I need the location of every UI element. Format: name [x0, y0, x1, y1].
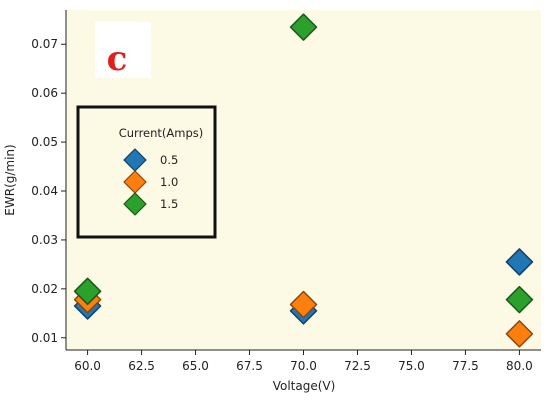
data-point-1.0: [505, 320, 534, 348]
x-tick-label: 65.0: [182, 359, 209, 373]
x-axis-title: Voltage(V): [273, 379, 336, 393]
x-axis-ticks: 60.0 62.5 65.0 67.5 70.0 72.5 75.0 77.5 80.0: [74, 350, 533, 373]
x-tick-label: 60.0: [74, 359, 101, 373]
x-tick-label: 62.5: [128, 359, 155, 373]
y-tick-label: 0.03: [31, 233, 58, 247]
y-axis-ticks: 0.01 0.02 0.03 0.04 0.05 0.06 0.07: [31, 37, 66, 345]
legend-marker-1.5: [123, 192, 147, 216]
y-tick-label: 0.06: [31, 86, 58, 100]
legend-title: Current(Amps): [119, 126, 204, 140]
legend-label: 1.5: [160, 197, 178, 211]
data-point-1.5: [73, 277, 102, 306]
x-tick-label: 72.5: [344, 359, 371, 373]
data-point-0.5: [505, 248, 534, 276]
legend-label: 1.0: [160, 175, 178, 189]
legend-items: 0.5 1.0 1.5: [123, 148, 178, 216]
y-tick-label: 0.02: [31, 282, 58, 296]
y-tick-label: 0.05: [31, 135, 58, 149]
x-tick-label: 77.5: [452, 359, 479, 373]
panel-label: c: [95, 22, 151, 79]
x-tick-label: 80.0: [506, 359, 533, 373]
panel-label-text: c: [107, 39, 128, 79]
panel-label-box: [95, 22, 151, 78]
data-point-1.5: [289, 13, 318, 41]
data-point-1.0: [289, 290, 318, 319]
legend-frame: [76, 105, 217, 239]
x-tick-label: 75.0: [398, 359, 425, 373]
y-tick-label: 0.04: [31, 184, 58, 198]
data-point-1.5: [505, 285, 534, 314]
data-markers: [73, 13, 534, 348]
y-axis-title: EWR(g/min): [3, 144, 17, 215]
legend: Current(Amps) 0.5 1.0 1.5: [76, 105, 217, 239]
y-tick-label: 0.01: [31, 331, 58, 345]
legend-label: 0.5: [160, 153, 178, 167]
y-tick-label: 0.07: [31, 37, 58, 51]
x-tick-label: 70.0: [290, 359, 317, 373]
x-tick-label: 67.5: [236, 359, 263, 373]
